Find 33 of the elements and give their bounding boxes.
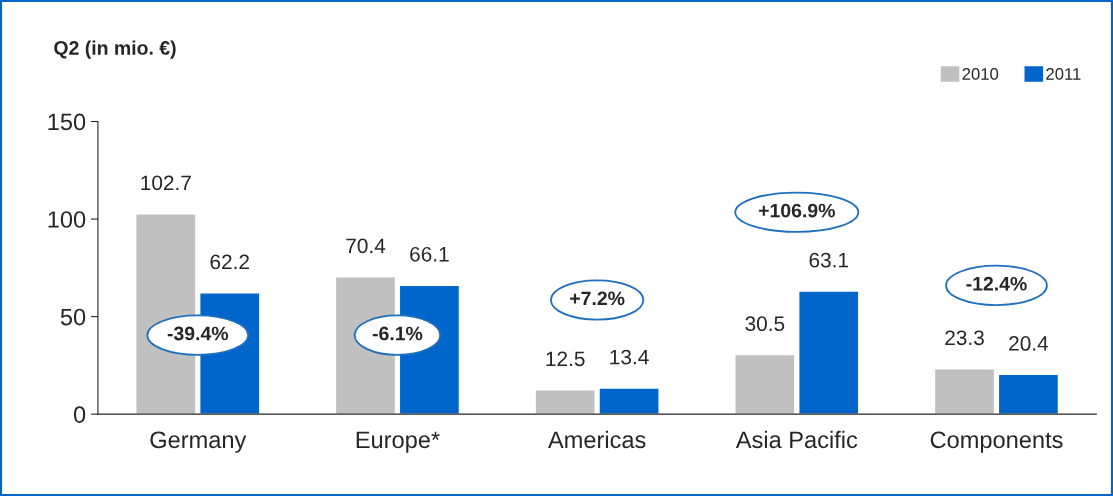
x-tick-label: Asia Pacific: [735, 430, 858, 449]
data-label: 63.1: [809, 252, 848, 268]
x-tick-label: Americas: [547, 430, 646, 449]
bar: [997, 373, 1060, 415]
chart-title: Q2 (in mio. €): [54, 40, 176, 59]
data-label: 70.4: [346, 238, 386, 254]
annotation: +106.9%: [758, 203, 835, 218]
y-tick-label: 0: [73, 406, 86, 423]
x-tick-label: Components: [930, 431, 1063, 453]
bar: [933, 368, 996, 415]
annotation: -12.4%: [966, 276, 1027, 291]
x-tick-label: Germany: [150, 431, 247, 453]
data-label: 23.3: [945, 330, 984, 346]
data-label: 62.2: [210, 254, 249, 270]
annotation: -6.1%: [372, 326, 423, 341]
legend-label: 2011: [1046, 68, 1081, 80]
annotation: -39.4%: [167, 326, 229, 341]
bar: [598, 387, 660, 415]
bar: [798, 290, 860, 415]
data-label: 13.4: [610, 349, 649, 365]
legend-label: 2010: [962, 68, 999, 80]
bar: [734, 353, 796, 415]
y-tick-label: 100: [48, 211, 86, 228]
bar: [534, 389, 596, 415]
data-label: 102.7: [141, 175, 191, 191]
data-label: 20.4: [1009, 336, 1049, 351]
x-tick-label: Europe*: [356, 431, 440, 453]
y-tick-label: 50: [60, 308, 86, 326]
data-label: 30.5: [745, 316, 785, 332]
y-tick-label: 150: [48, 113, 86, 131]
annotation: +7.2%: [570, 291, 625, 306]
data-label: 66.1: [410, 246, 449, 262]
data-label: 12.5: [546, 351, 585, 367]
